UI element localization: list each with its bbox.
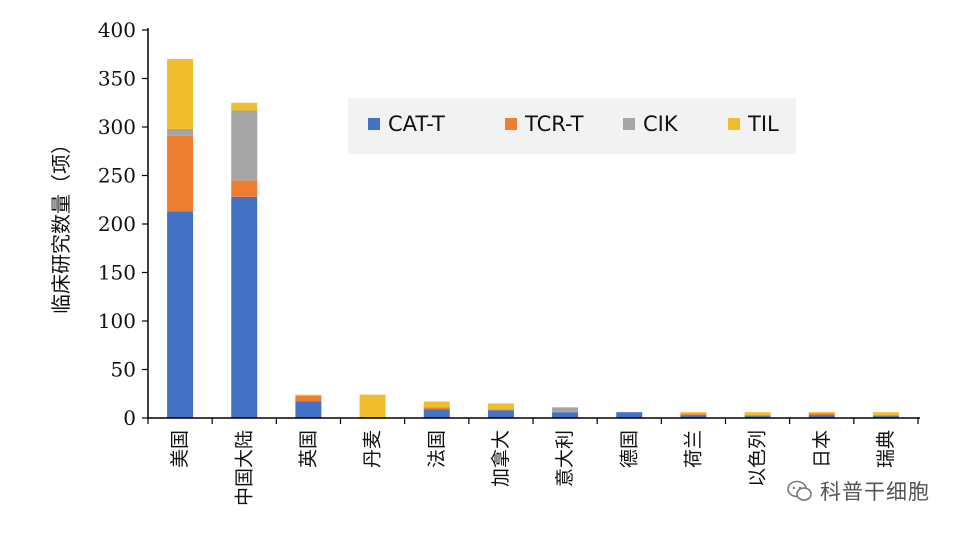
x-category-label: 法国: [426, 430, 448, 468]
bar-segment-til: [808, 412, 835, 414]
bar-segment-tcr-t: [231, 180, 258, 197]
y-tick-label: 50: [111, 358, 136, 382]
y-tick-label: 400: [98, 18, 136, 42]
legend-swatch-tcr-t: [505, 118, 517, 130]
plot-background: [148, 28, 938, 418]
x-category-label: 美国: [169, 430, 191, 468]
y-tick-label: 0: [123, 406, 136, 430]
bar-segment-cat-t: [423, 409, 450, 418]
bar-segment-cik: [680, 413, 707, 415]
bar-segment-tcr-t: [423, 407, 450, 410]
bar-segment-til: [231, 102, 258, 111]
y-axis-label: 临床研究数量（项）: [49, 134, 73, 314]
y-tick-label: 200: [98, 212, 136, 236]
axes-group: 0 50 100 150 200 250 300 350 400 美国 中国大陆 英国 丹麦 法国 加拿大 意…: [98, 18, 920, 506]
bar-segment-cat-t: [872, 416, 899, 418]
legend-box: [348, 98, 796, 154]
watermark: 科普干细胞: [786, 476, 930, 506]
bar-segment-cat-t: [552, 412, 579, 418]
bar-segment-tcr-t: [167, 135, 194, 212]
bar-segment-cat-t: [616, 412, 643, 418]
bar-segment-tcr-t: [680, 414, 707, 416]
bar-segment-tcr-t: [808, 413, 835, 416]
y-tick-label: 250: [98, 164, 136, 188]
x-category-label: 意大利: [554, 430, 576, 487]
watermark-text: 科普干细胞: [820, 480, 930, 504]
legend: CAT-T TCR-T CIK TIL: [368, 112, 779, 136]
bar-segment-cat-t: [487, 410, 514, 418]
bar-segment-cik: [552, 407, 579, 413]
legend-label-til: TIL: [747, 112, 779, 136]
x-category-label: 瑞典: [875, 430, 897, 468]
bar-segment-til: [295, 394, 322, 396]
bar-segment-cat-t: [167, 211, 194, 418]
x-category-label: 丹麦: [362, 430, 384, 468]
x-category-label: 英国: [297, 430, 319, 468]
bar-segment-til: [359, 394, 386, 418]
x-category-label: 德国: [618, 430, 640, 468]
x-category-label: 以色列: [747, 430, 769, 487]
bar-segment-til: [423, 401, 450, 408]
legend-label-cat-t: CAT-T: [388, 112, 445, 136]
y-tick-label: 100: [98, 309, 136, 333]
legend-swatch-cik: [623, 118, 635, 130]
bar-segment-cat-t: [680, 415, 707, 418]
y-tick-label: 300: [98, 115, 136, 139]
bar-segment-cat-t: [295, 401, 322, 418]
bar-segment-cik: [231, 110, 258, 181]
x-category-label: 加拿大: [489, 430, 512, 487]
x-category-label: 日本: [811, 430, 833, 468]
bar-segment-cat-t: [744, 416, 771, 418]
bar-segment-cik: [167, 128, 194, 136]
bar-segment-til: [744, 412, 771, 416]
wechat-icon: [787, 480, 812, 501]
bar-segment-til: [872, 412, 899, 416]
legend-label-tcr-t: TCR-T: [524, 112, 584, 136]
bar-segment-til: [167, 59, 194, 129]
y-tick-label: 150: [98, 261, 136, 285]
legend-swatch-til: [728, 118, 740, 130]
bar-segment-tcr-t: [744, 415, 771, 417]
x-category-label: 中国大陆: [233, 430, 255, 506]
x-category-label: 荷兰: [682, 430, 704, 468]
bar-segment-til: [680, 412, 707, 414]
bar-segment-tcr-t: [295, 395, 322, 402]
bar-segment-tcr-t: [487, 409, 514, 411]
bar-segment-cat-t: [808, 415, 835, 418]
bar-segment-tcr-t: [872, 415, 899, 417]
bar-segment-til: [487, 403, 514, 410]
legend-label-cik: CIK: [643, 112, 679, 136]
bar-segment-cat-t: [231, 196, 258, 418]
legend-swatch-cat-t: [368, 118, 380, 130]
y-tick-label: 350: [98, 67, 136, 91]
